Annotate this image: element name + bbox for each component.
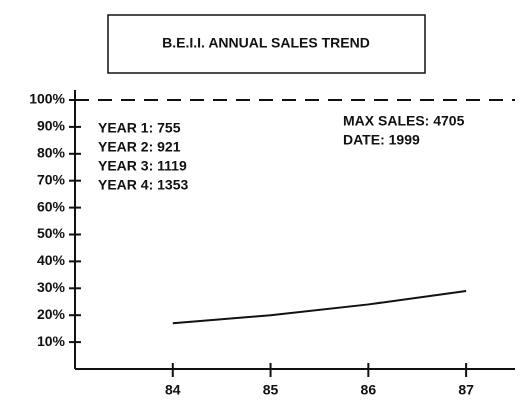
y-tick-label: 20% [37, 306, 66, 322]
y-tick-label: 70% [37, 171, 66, 187]
annotation: MAX SALES: 4705 [343, 113, 465, 129]
annotation: YEAR 2: 921 [98, 139, 181, 155]
y-tick-label: 60% [37, 198, 66, 214]
annotation: YEAR 1: 755 [98, 120, 181, 136]
x-tick-label: 85 [263, 382, 279, 398]
y-tick-label: 10% [37, 333, 66, 349]
y-tick-label: 90% [37, 118, 66, 134]
x-tick-label: 84 [165, 382, 181, 398]
annotation: DATE: 1999 [343, 132, 420, 148]
y-tick-label: 50% [37, 225, 66, 241]
y-tick-label: 30% [37, 279, 66, 295]
sales-line [172, 289, 467, 325]
annotation: YEAR 3: 1119 [98, 158, 187, 174]
chart-title: B.E.I.I. ANNUAL SALES TREND [162, 35, 370, 51]
title-box [107, 14, 426, 74]
x-tick-label: 87 [458, 382, 474, 398]
annotation: YEAR 4: 1353 [98, 177, 188, 193]
y-tick-label: 40% [37, 252, 66, 268]
y-tick-label: 80% [37, 145, 66, 161]
x-tick-label: 86 [361, 382, 377, 398]
y-tick-label: 100% [29, 91, 65, 107]
